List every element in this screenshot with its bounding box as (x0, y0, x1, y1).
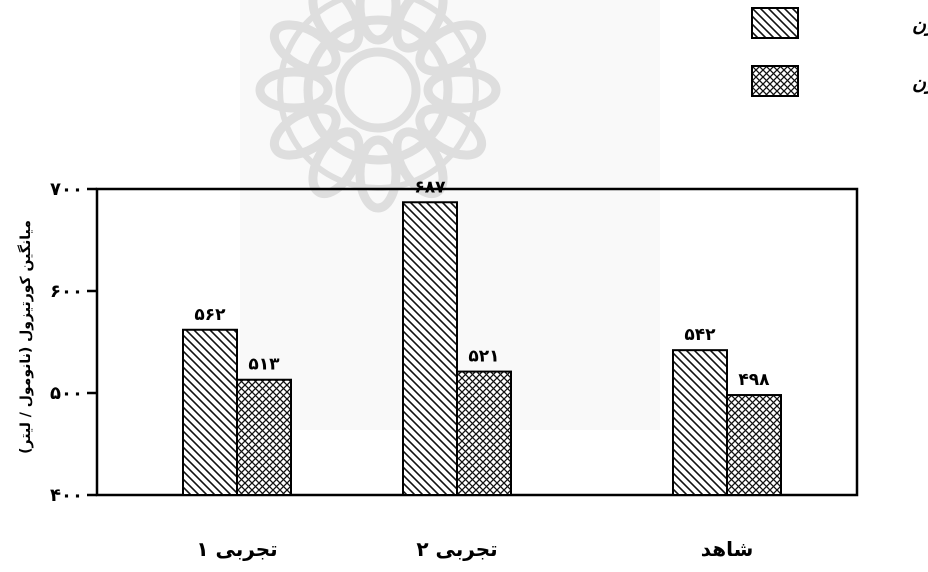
watermark-petal (308, 127, 364, 199)
legend-swatch-pretest (751, 7, 799, 39)
x-category-label: شاهد (701, 537, 754, 561)
legend-label-posttest: پس‌آزمون (912, 70, 928, 94)
bar-value-label: ۵۲۱ (468, 347, 499, 367)
x-axis-category-labels: تجربی ۱ تجربی ۲ شاهد (196, 537, 753, 561)
chart-legend: پیش‌آزمون پس‌آزمون (751, 7, 928, 97)
watermark-petal (415, 20, 487, 76)
y-axis-title: میانگین کورتیزول (نانومول / لیتر) (17, 220, 34, 454)
bar-value-labels: ۵۶۲ ۵۱۳ ۶۸۷ ۵۲۱ ۵۴۲ ۴۹۸ (194, 177, 770, 390)
y-axis-ticks: ۴۰۰ ۵۰۰ ۶۰۰ ۷۰۰ (50, 179, 97, 506)
bar-series-group (182, 201, 782, 497)
bar-value-label: ۶۸۷ (414, 177, 446, 197)
watermark-petal (255, 67, 333, 113)
y-tick-label: ۶۰۰ (50, 281, 83, 302)
bar-value-label: ۵۴۲ (684, 325, 716, 345)
bar-posttest (456, 370, 512, 496)
watermark-petal (392, 0, 448, 53)
watermark-petal (355, 135, 401, 213)
legend-label-pretest: پیش‌آزمون (912, 12, 928, 36)
bar-value-label: ۵۶۲ (194, 305, 226, 325)
legend-swatch-posttest (751, 65, 799, 97)
x-category-label: تجربی ۱ (196, 537, 277, 561)
y-tick-label: ۴۰۰ (50, 485, 83, 506)
bar-pretest (672, 349, 728, 496)
bar-value-label: ۵۱۳ (248, 355, 280, 375)
watermark-petal (269, 104, 341, 160)
watermark-petal (308, 0, 364, 53)
watermark-petal (415, 104, 487, 160)
bar-value-label: ۴۹۸ (738, 370, 770, 390)
bar-posttest (726, 394, 782, 497)
watermark-petal (423, 67, 501, 113)
y-tick-label: ۵۰۰ (50, 383, 83, 404)
x-category-label: تجربی ۲ (416, 537, 497, 561)
y-tick-label: ۷۰۰ (50, 179, 83, 200)
bar-pretest (402, 201, 458, 496)
bar-posttest (236, 378, 292, 496)
watermark-petal (355, 0, 401, 45)
watermark-petal (269, 20, 341, 76)
bar-pretest (182, 328, 238, 497)
watermark-petal (392, 127, 448, 199)
